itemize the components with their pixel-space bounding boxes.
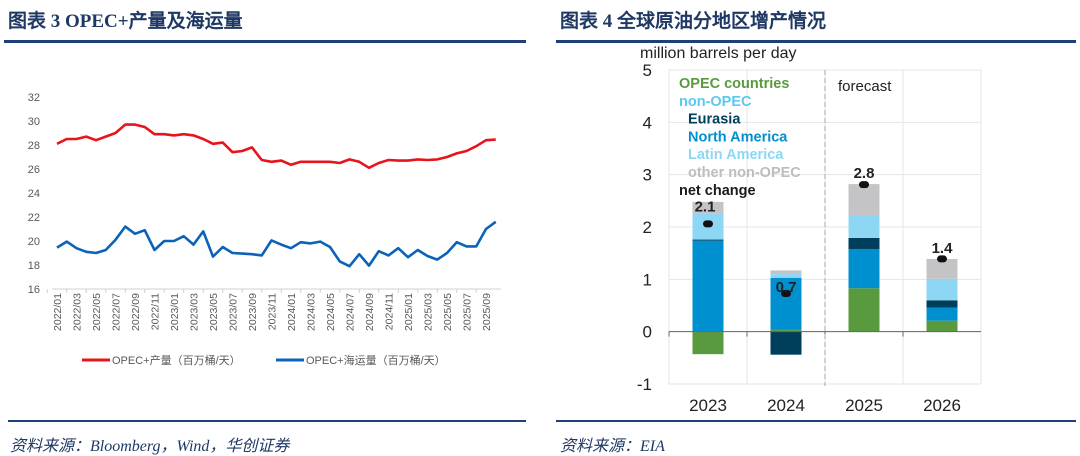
x-tick-label: 2024 [767,396,805,415]
x-tick-label: 2022/07 [111,293,123,331]
x-tick-label: 2025/01 [403,293,415,331]
net-change-marker [781,289,791,297]
x-tick-label: 2025/03 [423,293,435,331]
x-tick-label: 2023/11 [267,293,279,330]
bar-segment-opec-countries [770,329,802,332]
y-tick-label: 16 [28,284,40,296]
bar-segment-eurasia [692,239,724,241]
x-tick-label: 2022/11 [150,293,162,330]
right-source: 资料来源：EIA [560,438,665,455]
y-tick-label: -1 [637,375,652,394]
right-title-rule [556,40,1076,43]
legend-label: Eurasia [688,112,741,128]
bar-segment-eurasia [926,300,958,308]
net-change-marker [937,255,947,263]
legend-label: non-OPEC [679,94,752,110]
x-tick-label: 2026 [923,396,961,415]
bar-segment-opec-countries [926,320,958,332]
bar-segment-north-america [926,307,958,321]
net-change-label: 1.4 [932,240,954,257]
y-tick-label: 26 [28,164,40,176]
net-change-label: 2.1 [695,198,716,215]
bar-segment-other-non-opec [770,270,802,275]
x-tick-label: 2024/09 [364,293,376,331]
bar-segment-eurasia [770,331,802,355]
legend-label: OPEC+产量（百万桶/天） [112,353,241,367]
legend-label: net change [679,183,756,199]
x-tick-label: 2022/09 [130,293,142,331]
x-tick-label: 2022/05 [91,293,103,331]
bar-segment-latin-america [848,214,880,238]
legend-label: OPEC+海运量（百万桶/天） [306,353,446,367]
x-tick-label: 2024/11 [384,293,396,330]
left-source-rule [8,420,526,422]
y-tick-label: 22 [28,212,40,224]
net-change-marker [859,181,869,189]
legend-label: other non-OPEC [688,165,801,181]
bar-segment-latin-america [770,274,802,278]
x-tick-label: 2025/05 [442,293,454,331]
bar-segment-opec-countries [848,288,880,332]
y-tick-label: 32 [28,92,40,104]
x-tick-label: 2023 [689,396,727,415]
bar-segment-north-america [770,277,802,330]
y-tick-label: 4 [643,113,652,132]
bar-segment-eurasia [848,237,880,249]
left-source: 资料来源：Bloomberg，Wind，华创证券 [10,438,290,455]
y-axis-label: million barrels per day [640,45,797,62]
x-tick-label: 2024/05 [325,293,337,331]
series-line-2 [56,220,497,268]
y-tick-label: 3 [643,166,652,185]
y-tick-label: 30 [28,116,40,128]
net-change-label: 0.7 [776,279,797,296]
y-tick-label: 20 [28,236,40,248]
x-tick-label: 2025/09 [481,293,493,331]
x-tick-label: 2022/03 [72,293,84,331]
forecast-label: forecast [838,78,892,95]
x-tick-label: 2022/01 [52,293,64,331]
x-tick-label: 2023/09 [247,293,259,331]
y-tick-label: 28 [28,140,40,152]
bar-segment-other-non-opec [692,201,724,214]
x-tick-label: 2024/07 [345,293,357,331]
legend-label: North America [688,129,788,145]
left-chart-title: 图表 3 OPEC+产量及海运量 [8,11,243,32]
x-tick-label: 2023/01 [169,293,181,331]
net-change-marker [703,220,713,228]
x-tick-label: 2023/05 [208,293,220,331]
series-line-1 [56,123,496,170]
y-tick-label: 1 [643,270,652,289]
x-tick-label: 2023/03 [189,293,201,331]
bar-segment-north-america [848,248,880,289]
bar-segment-north-america [692,240,724,332]
bar-segment-latin-america [926,278,958,301]
bar-segment-other-non-opec [848,184,880,215]
y-tick-label: 18 [28,260,40,272]
x-tick-label: 2024/03 [306,293,318,331]
bar-segment-other-non-opec [926,258,958,279]
y-tick-label: 5 [643,61,652,80]
y-tick-label: 2 [643,218,652,237]
y-tick-label: 24 [28,188,40,200]
x-tick-label: 2025/07 [462,293,474,331]
right-source-rule [556,420,1076,422]
left-title-rule [4,40,526,43]
net-change-label: 2.8 [854,165,875,182]
legend-label: Latin America [688,147,784,163]
legend-label: OPEC countries [679,76,789,92]
x-tick-label: 2025 [845,396,883,415]
x-tick-label: 2024/01 [286,293,298,331]
right-chart-title: 图表 4 全球原油分地区增产情况 [560,11,827,32]
x-tick-label: 2023/07 [228,293,240,331]
bar-segment-opec-countries [692,331,724,355]
y-tick-label: 0 [643,323,652,342]
